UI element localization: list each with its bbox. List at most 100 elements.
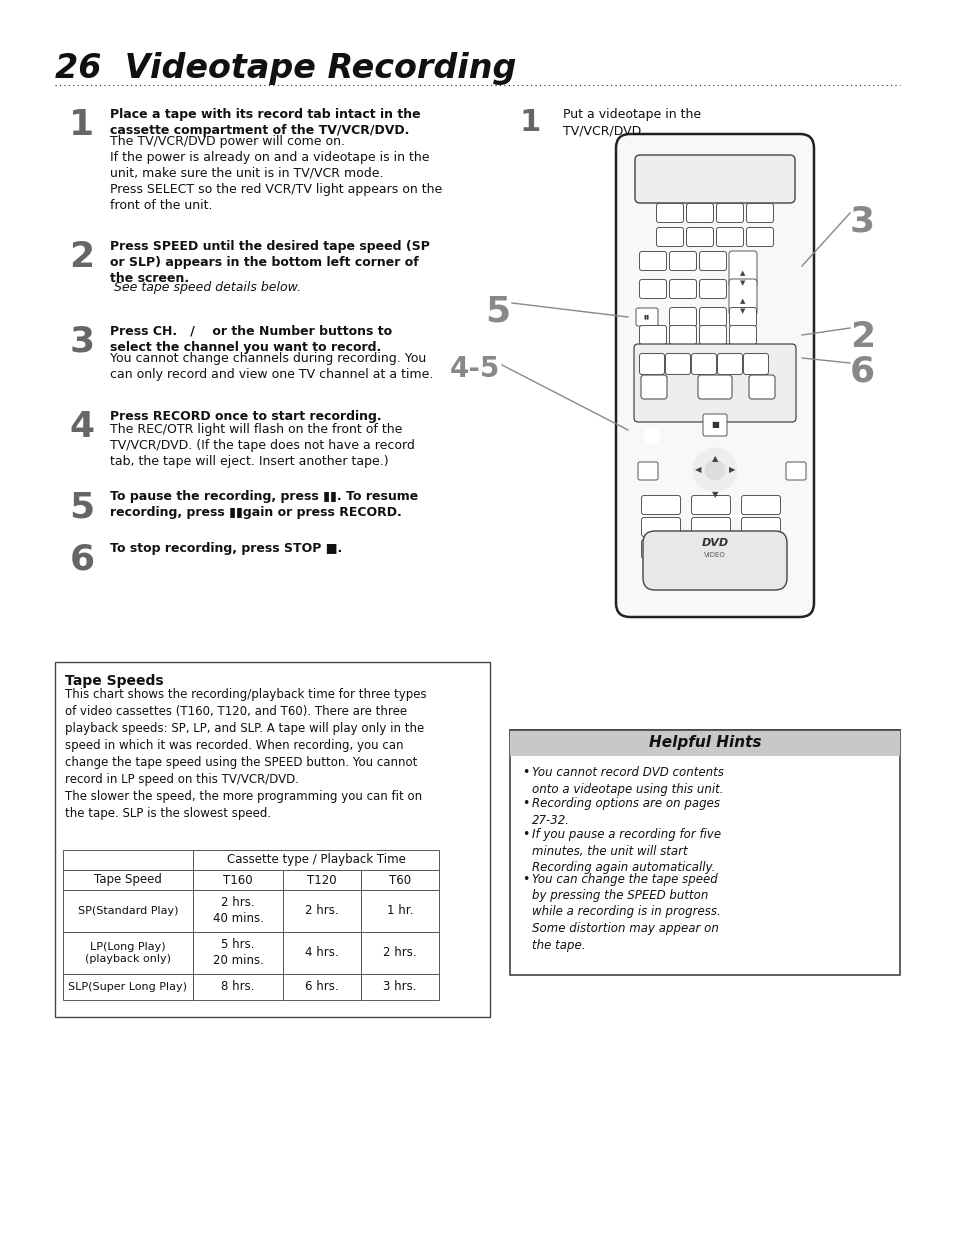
FancyBboxPatch shape [639,252,666,270]
Bar [360,932,438,974]
Text: 6: 6 [70,542,94,576]
FancyBboxPatch shape [716,204,742,222]
Text: 6 hrs.: 6 hrs. [305,981,338,993]
FancyBboxPatch shape [691,540,730,558]
Bar [193,850,438,869]
Text: This chart shows the recording/playback time for three types
of video cassettes : This chart shows the recording/playback … [65,688,426,820]
Text: The REC/OTR light will flash on the front of the
TV/VCR/DVD. (If the tape does n: The REC/OTR light will flash on the fron… [110,424,415,468]
Text: T160: T160 [223,873,253,887]
FancyBboxPatch shape [640,495,679,515]
Text: 3: 3 [70,325,94,359]
Text: ▼: ▼ [740,280,745,287]
Text: You cannot record DVD contents
onto a videotape using this unit.: You cannot record DVD contents onto a vi… [532,766,723,795]
Text: Put a videotape in the
TV/VCR/DVD.: Put a videotape in the TV/VCR/DVD. [562,107,700,138]
FancyBboxPatch shape [729,326,756,345]
Text: The TV/VCR/DVD power will come on.
If the power is already on and a videotape is: The TV/VCR/DVD power will come on. If th… [110,135,442,212]
Text: 3 hrs.: 3 hrs. [383,981,416,993]
Text: 5: 5 [484,295,510,329]
Text: You can change the tape speed
by pressing the SPEED button
while a recording is : You can change the tape speed by pressin… [532,872,720,951]
FancyBboxPatch shape [636,308,658,326]
Text: 4 hrs.: 4 hrs. [305,946,338,960]
Text: See tape speed details below.: See tape speed details below. [110,280,301,294]
Text: Tape Speed: Tape Speed [94,873,162,887]
Bar [510,730,899,974]
Bar [193,974,283,1000]
FancyBboxPatch shape [669,279,696,299]
Text: 2 hrs.: 2 hrs. [305,904,338,918]
FancyBboxPatch shape [702,414,726,436]
FancyBboxPatch shape [728,279,757,315]
Bar [63,974,193,1000]
Text: 2: 2 [70,240,94,274]
Circle shape [704,459,724,480]
Bar [510,730,899,756]
FancyBboxPatch shape [745,227,773,247]
Text: ▲: ▲ [740,298,745,304]
Text: 6: 6 [849,354,874,389]
Text: •: • [521,827,529,841]
Text: Press SPEED until the desired tape speed (SP
or SLP) appears in the bottom left : Press SPEED until the desired tape speed… [110,240,430,285]
FancyBboxPatch shape [699,308,726,326]
Text: 5 hrs.
20 mins.: 5 hrs. 20 mins. [213,939,263,967]
Text: DVD: DVD [700,538,728,548]
Text: •: • [521,872,529,885]
Text: To pause the recording, press ▮▮. To resume
recording, press ▮▮gain or press REC: To pause the recording, press ▮▮. To res… [110,490,417,519]
FancyBboxPatch shape [686,204,713,222]
FancyBboxPatch shape [740,540,780,558]
Circle shape [643,429,659,445]
Bar [193,932,283,974]
Bar [283,890,360,932]
FancyBboxPatch shape [698,375,731,399]
FancyBboxPatch shape [686,227,713,247]
FancyBboxPatch shape [716,227,742,247]
FancyBboxPatch shape [691,495,730,515]
Bar [55,662,490,1016]
FancyBboxPatch shape [669,252,696,270]
Text: 2 hrs.: 2 hrs. [383,946,416,960]
FancyBboxPatch shape [635,156,794,203]
Text: T60: T60 [389,873,411,887]
FancyBboxPatch shape [640,375,666,399]
Text: ▮▮: ▮▮ [643,315,649,320]
Text: 2: 2 [849,320,874,354]
FancyBboxPatch shape [729,308,756,326]
FancyBboxPatch shape [665,353,690,374]
FancyBboxPatch shape [699,326,726,345]
Bar [360,974,438,1000]
Text: 1: 1 [70,107,94,142]
Text: Press CH.   /    or the Number buttons to
select the channel you want to record.: Press CH. / or the Number buttons to sel… [110,325,392,354]
Text: ▲: ▲ [711,454,718,463]
Text: 3: 3 [849,205,874,240]
FancyBboxPatch shape [669,326,696,345]
Text: T120: T120 [307,873,336,887]
FancyBboxPatch shape [656,227,682,247]
Text: ■: ■ [710,420,719,430]
FancyBboxPatch shape [634,345,795,422]
Bar [360,890,438,932]
Text: Press RECORD once to start recording.: Press RECORD once to start recording. [110,410,381,424]
FancyBboxPatch shape [740,517,780,536]
FancyBboxPatch shape [642,531,786,590]
Text: 4: 4 [70,410,94,445]
FancyBboxPatch shape [785,462,805,480]
FancyBboxPatch shape [669,308,696,326]
Text: If you pause a recording for five
minutes, the unit will start
Recording again a: If you pause a recording for five minute… [532,827,720,874]
Text: 26  Videotape Recording: 26 Videotape Recording [55,52,516,85]
Text: Place a tape with its record tab intact in the
cassette compartment of the TV/VC: Place a tape with its record tab intact … [110,107,420,137]
Bar [283,932,360,974]
Text: SP(Standard Play): SP(Standard Play) [77,906,178,916]
FancyBboxPatch shape [699,279,726,299]
FancyBboxPatch shape [656,204,682,222]
FancyBboxPatch shape [717,353,741,374]
Bar [360,869,438,890]
Text: You cannot change channels during recording. You
can only record and view one TV: You cannot change channels during record… [110,352,433,382]
Text: VIDEO: VIDEO [703,552,725,558]
FancyBboxPatch shape [742,353,768,374]
Text: Cassette type / Playback Time: Cassette type / Playback Time [226,853,405,867]
Bar [63,890,193,932]
Text: To stop recording, press STOP ■.: To stop recording, press STOP ■. [110,542,342,555]
Text: LP(Long Play)
(playback only): LP(Long Play) (playback only) [85,942,171,965]
FancyBboxPatch shape [691,517,730,536]
Text: ▼: ▼ [711,490,718,499]
Bar [63,932,193,974]
